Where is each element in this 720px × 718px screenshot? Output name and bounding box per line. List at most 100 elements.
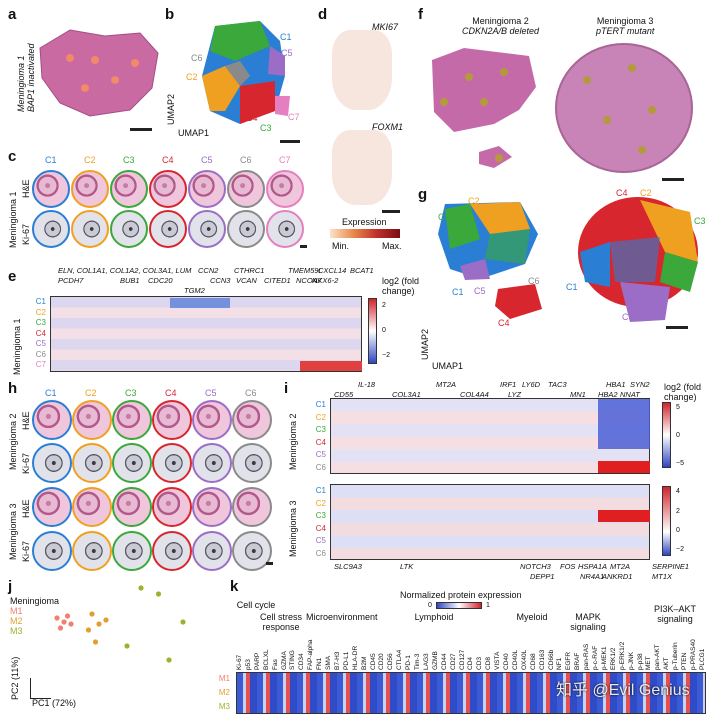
e-gene-13: NKX6-2 <box>312 276 339 285</box>
m1-label: Meningioma 1 <box>16 55 26 112</box>
k-col-47: pan-AKT <box>654 644 662 670</box>
k-col-29: VISTA <box>494 651 502 670</box>
k-group-2: Microenvironment <box>306 612 378 622</box>
i-legend-title: log2 (fold change) <box>664 382 702 402</box>
g-right-c4: C4 <box>616 188 628 198</box>
c-he-c5 <box>188 170 226 208</box>
panel-g-label: g <box>418 186 428 203</box>
k-col-44: p-JNK <box>627 651 635 670</box>
j-legend-m2: M2 <box>10 616 23 626</box>
h-col-label-c3: C3 <box>125 388 137 398</box>
h-ki67-m2-c5 <box>192 443 232 483</box>
panel-i-label: i <box>284 380 289 397</box>
h-col-label-c5: C5 <box>205 388 217 398</box>
k-col-23: CD44 <box>440 653 448 670</box>
k-group-3: Lymphoid <box>414 612 454 622</box>
c-ki67-c1 <box>32 210 70 248</box>
k-col-18: CTLA4 <box>396 649 404 670</box>
k-legend-bar <box>436 602 482 609</box>
i-m3-row-c2: C2 <box>315 498 326 508</box>
spatial-cluster-map-m3 <box>578 197 698 322</box>
k-col-7: CD34 <box>298 653 306 670</box>
k-col-24: CD27 <box>449 653 457 670</box>
h-ki67-m2-c3 <box>112 443 152 483</box>
pca-point-m1-1 <box>61 619 67 625</box>
i-m2-row-c3: C3 <box>315 425 326 435</box>
e-gene-6: CCN3 <box>210 276 231 285</box>
i-gene-top-3: MT2A <box>436 380 457 389</box>
k-col-25: CD127 <box>458 649 466 670</box>
i-gene-top-12: SYN2 <box>630 380 650 389</box>
panel-d-label: d <box>318 6 328 23</box>
e-gene-2: BUB1 <box>120 276 140 285</box>
k-col-13: HLA-DR <box>351 645 359 670</box>
heatmap-i-m2-blue <box>598 399 650 449</box>
i-gene-bottom-0: SLC9A3 <box>334 562 362 571</box>
pca-point-m2-3 <box>103 617 109 623</box>
k-group-0: Cell cycle <box>236 600 276 610</box>
pca-point-m2-1 <box>96 621 102 627</box>
k-col-32: OX40L <box>520 649 528 670</box>
e-gene-10: TMEM59L <box>288 266 323 275</box>
h-he-m3-c3 <box>112 487 152 527</box>
cluster-c3-label: C3 <box>260 123 272 133</box>
h-he-m3-c6 <box>232 487 272 527</box>
c-side-label: Meningioma 1 <box>8 191 18 248</box>
g-right-c3: C3 <box>694 216 706 226</box>
g-left-c2: C2 <box>468 196 480 206</box>
k-row-m3: M3 <box>218 702 230 711</box>
e-gene-9: CITED1 <box>264 276 291 285</box>
scale-bar-h <box>266 562 273 565</box>
c-col-label-c1: C1 <box>45 155 57 165</box>
i-tick-0: 0 <box>676 432 680 439</box>
c-he-c6 <box>227 170 265 208</box>
legend-max: Max. <box>382 241 402 251</box>
spatial-cluster-map-m2 <box>438 202 542 319</box>
i-gene-top-8: TAC3 <box>548 380 567 389</box>
h-ki67-m2-c2 <box>72 443 112 483</box>
i-m3-row-c6: C6 <box>315 549 326 558</box>
h-he1: H&E <box>21 411 31 430</box>
h-col-label-c2: C2 <box>85 388 97 398</box>
h-he-m3-c2 <box>72 487 112 527</box>
k-col-11: B7-H3 <box>333 651 341 670</box>
pca-point-m2-4 <box>92 639 99 645</box>
f-m2-title: Meningioma 2 CDKN2A/B deleted <box>462 16 540 36</box>
h-ki67-m3-c5 <box>192 531 232 571</box>
c-he-c7 <box>266 170 304 208</box>
i-gene-bottom-5: HSPA1A <box>578 562 608 571</box>
k-col-34: CD163 <box>538 649 546 670</box>
spatial-cluster-map-m1 <box>202 21 290 124</box>
j-legend-m3: M3 <box>10 626 23 636</box>
h-he-m2-c2 <box>72 400 112 440</box>
heatmap-i-m3 <box>330 484 650 560</box>
c-col-label-c5: C5 <box>201 155 213 165</box>
h-he-m3-c5 <box>192 487 232 527</box>
h-ki67-m3-c2 <box>72 531 112 571</box>
umap2-axis-g: UMAP2 <box>420 328 430 360</box>
gene-foxm1: FOXM1 <box>372 122 404 132</box>
pca-scatter <box>54 585 186 663</box>
i-tick-0b: 0 <box>676 527 680 534</box>
j-legend-m1: M1 <box>10 606 23 616</box>
g-left-c4: C4 <box>498 318 510 328</box>
k-col-38: BRAF <box>574 652 582 670</box>
c-ki67-c3 <box>110 210 148 248</box>
c-ki67-c2 <box>71 210 109 248</box>
i-m3-row-c1: C1 <box>315 486 326 495</box>
c-row2-label: Ki-67 <box>21 223 31 245</box>
h-m3-label: Meningioma 3 <box>8 503 18 560</box>
k-col-4: Fas <box>271 659 279 670</box>
k-col-12: PD-L1 <box>342 651 350 670</box>
i-tick-m5: −5 <box>676 460 684 467</box>
k-col-51: p-PRAS40 <box>689 639 697 670</box>
i-gene-bottom-6: NR4A1 <box>580 572 605 581</box>
k-col-9: FN1 <box>316 657 324 670</box>
e-row-c1: C1 <box>35 297 46 306</box>
k-col-33: CD68 <box>529 653 537 670</box>
i-m3-row-c5: C5 <box>315 536 326 546</box>
expression-legend-title: Expression <box>342 217 387 227</box>
i-m3-row-c3: C3 <box>315 511 326 521</box>
k-col-30: CD40 <box>503 653 510 670</box>
h-he-m3-c4 <box>152 487 192 527</box>
